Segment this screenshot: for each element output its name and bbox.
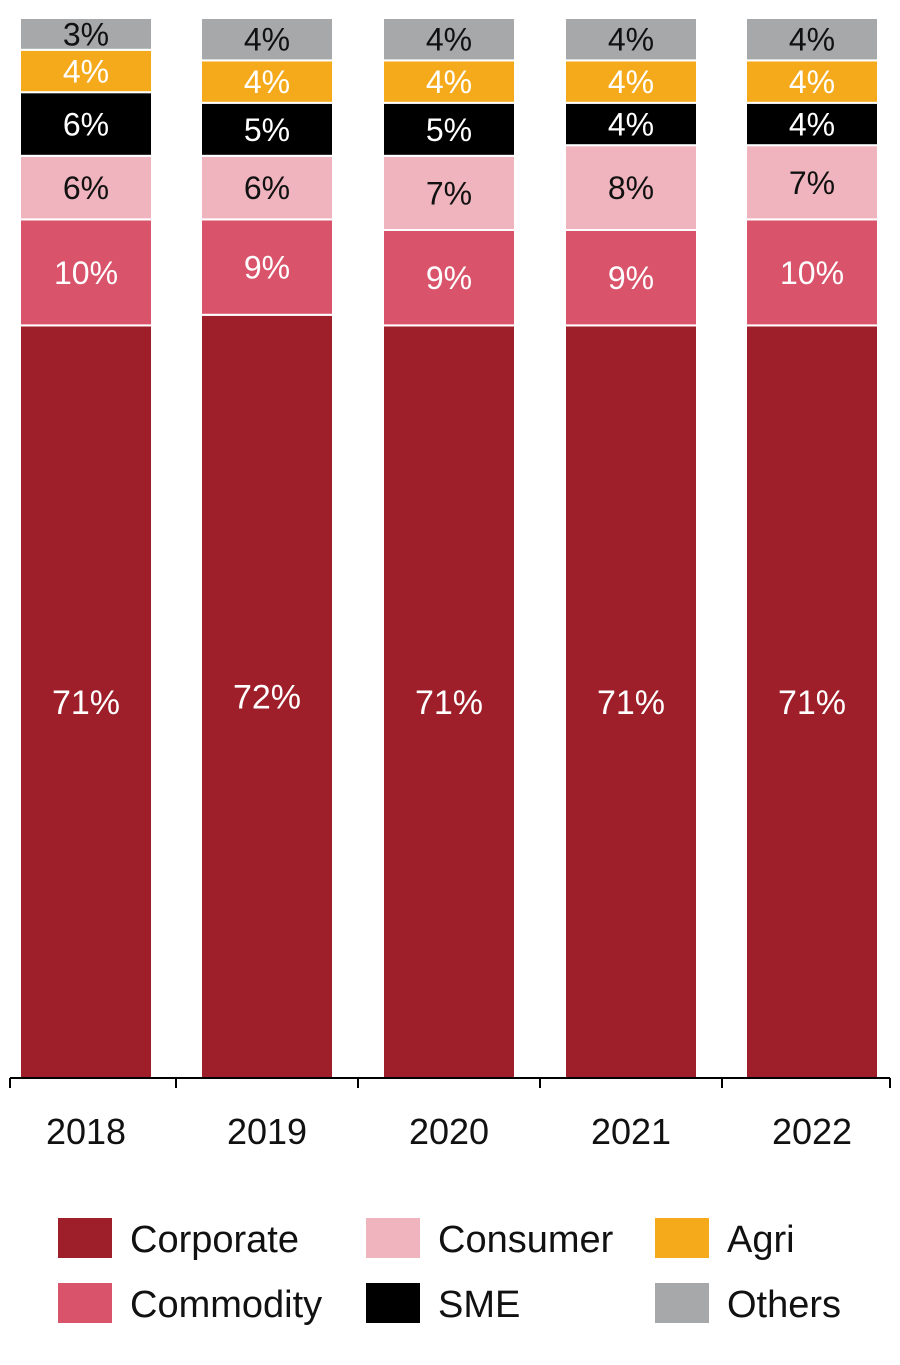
data-label-others-2019: 4% <box>244 22 290 58</box>
data-label-sme-2018: 6% <box>63 107 109 143</box>
data-label-sme-2021: 4% <box>608 107 654 143</box>
legend-swatch-others <box>655 1283 709 1323</box>
bar-segment-agri-2021 <box>564 59 698 104</box>
bar-segment-commodity-2022 <box>745 218 879 327</box>
bar-segment-agri-2018 <box>19 48 153 94</box>
bar-segment-agri-2019 <box>200 59 334 104</box>
data-label-commodity-2018: 10% <box>54 255 118 291</box>
bars-layer <box>19 17 879 1079</box>
bar-segment-consumer-2019 <box>200 154 334 221</box>
x-tick-label-2020: 2020 <box>409 1111 489 1152</box>
data-label-commodity-2022: 10% <box>780 255 844 291</box>
legend-label-corporate: Corporate <box>130 1219 299 1261</box>
legend-swatch-corporate <box>58 1218 112 1258</box>
data-label-sme-2022: 4% <box>789 107 835 143</box>
data-label-others-2022: 4% <box>789 22 835 58</box>
bar-segment-agri-2020 <box>382 59 516 104</box>
bar-segment-corporate-2021 <box>564 324 698 1079</box>
legend-label-commodity: Commodity <box>130 1284 322 1326</box>
bar-segment-commodity-2018 <box>19 218 153 327</box>
data-label-agri-2019: 4% <box>244 64 290 100</box>
x-tick-label-2022: 2022 <box>772 1111 852 1152</box>
data-label-others-2021: 4% <box>608 22 654 58</box>
bar-segment-consumer-2020 <box>382 154 516 231</box>
bar-segment-others-2021 <box>564 17 698 62</box>
data-label-commodity-2020: 9% <box>426 260 472 296</box>
bar-segment-sme-2018 <box>19 91 153 157</box>
bar-segment-consumer-2021 <box>564 144 698 231</box>
bar-segment-corporate-2020 <box>382 324 516 1079</box>
legend-swatch-consumer <box>366 1218 420 1258</box>
bar-segment-corporate-2022 <box>745 324 879 1079</box>
data-label-commodity-2019: 9% <box>244 250 290 286</box>
legend-swatch-agri <box>655 1218 709 1258</box>
data-label-agri-2020: 4% <box>426 64 472 100</box>
data-label-agri-2018: 4% <box>63 54 109 90</box>
data-label-commodity-2021: 9% <box>608 260 654 296</box>
data-label-consumer-2022: 7% <box>789 165 835 201</box>
data-label-corporate-2022: 71% <box>778 684 846 722</box>
legend: Corporate Consumer Agri Commodity SME Others <box>58 1218 841 1326</box>
data-label-corporate-2021: 71% <box>597 684 665 722</box>
bar-segment-sme-2022 <box>745 101 879 147</box>
bar-segment-commodity-2019 <box>200 218 334 316</box>
data-label-corporate-2019: 72% <box>233 679 301 717</box>
bar-segment-others-2020 <box>382 17 516 62</box>
legend-swatch-sme <box>366 1283 420 1323</box>
legend-label-sme: SME <box>438 1284 520 1326</box>
data-label-corporate-2020: 71% <box>415 684 483 722</box>
legend-label-others: Others <box>727 1284 841 1326</box>
data-label-consumer-2021: 8% <box>608 170 654 206</box>
bar-segment-others-2019 <box>200 17 334 62</box>
legend-swatch-commodity <box>58 1283 112 1323</box>
data-label-sme-2020: 5% <box>426 112 472 148</box>
data-label-corporate-2018: 71% <box>52 684 120 722</box>
data-labels-layer: 71%10%6%6%4%3%72%9%6%5%4%4%71%9%7%5%4%4%… <box>52 16 846 722</box>
x-tick-label-2018: 2018 <box>46 1111 126 1152</box>
bar-segment-consumer-2022 <box>745 144 879 221</box>
data-label-others-2020: 4% <box>426 22 472 58</box>
bar-segment-agri-2022 <box>745 59 879 104</box>
data-label-consumer-2019: 6% <box>244 170 290 206</box>
legend-label-consumer: Consumer <box>438 1219 614 1261</box>
bar-segment-sme-2020 <box>382 101 516 157</box>
bar-segment-corporate-2018 <box>19 324 153 1079</box>
x-tick-label-2021: 2021 <box>591 1111 671 1152</box>
bar-segment-sme-2019 <box>200 101 334 157</box>
data-label-sme-2019: 5% <box>244 112 290 148</box>
bar-segment-commodity-2021 <box>564 229 698 327</box>
legend-label-agri: Agri <box>727 1219 795 1261</box>
data-label-others-2018: 3% <box>63 16 109 52</box>
x-axis: 2018 2019 2020 2021 2022 <box>9 1077 891 1152</box>
bar-segment-others-2018 <box>19 17 153 51</box>
bar-segment-others-2022 <box>745 17 879 62</box>
data-label-consumer-2020: 7% <box>426 175 472 211</box>
data-label-agri-2021: 4% <box>608 64 654 100</box>
data-label-consumer-2018: 6% <box>63 170 109 206</box>
data-label-agri-2022: 4% <box>789 64 835 100</box>
x-tick-label-2019: 2019 <box>227 1111 307 1152</box>
